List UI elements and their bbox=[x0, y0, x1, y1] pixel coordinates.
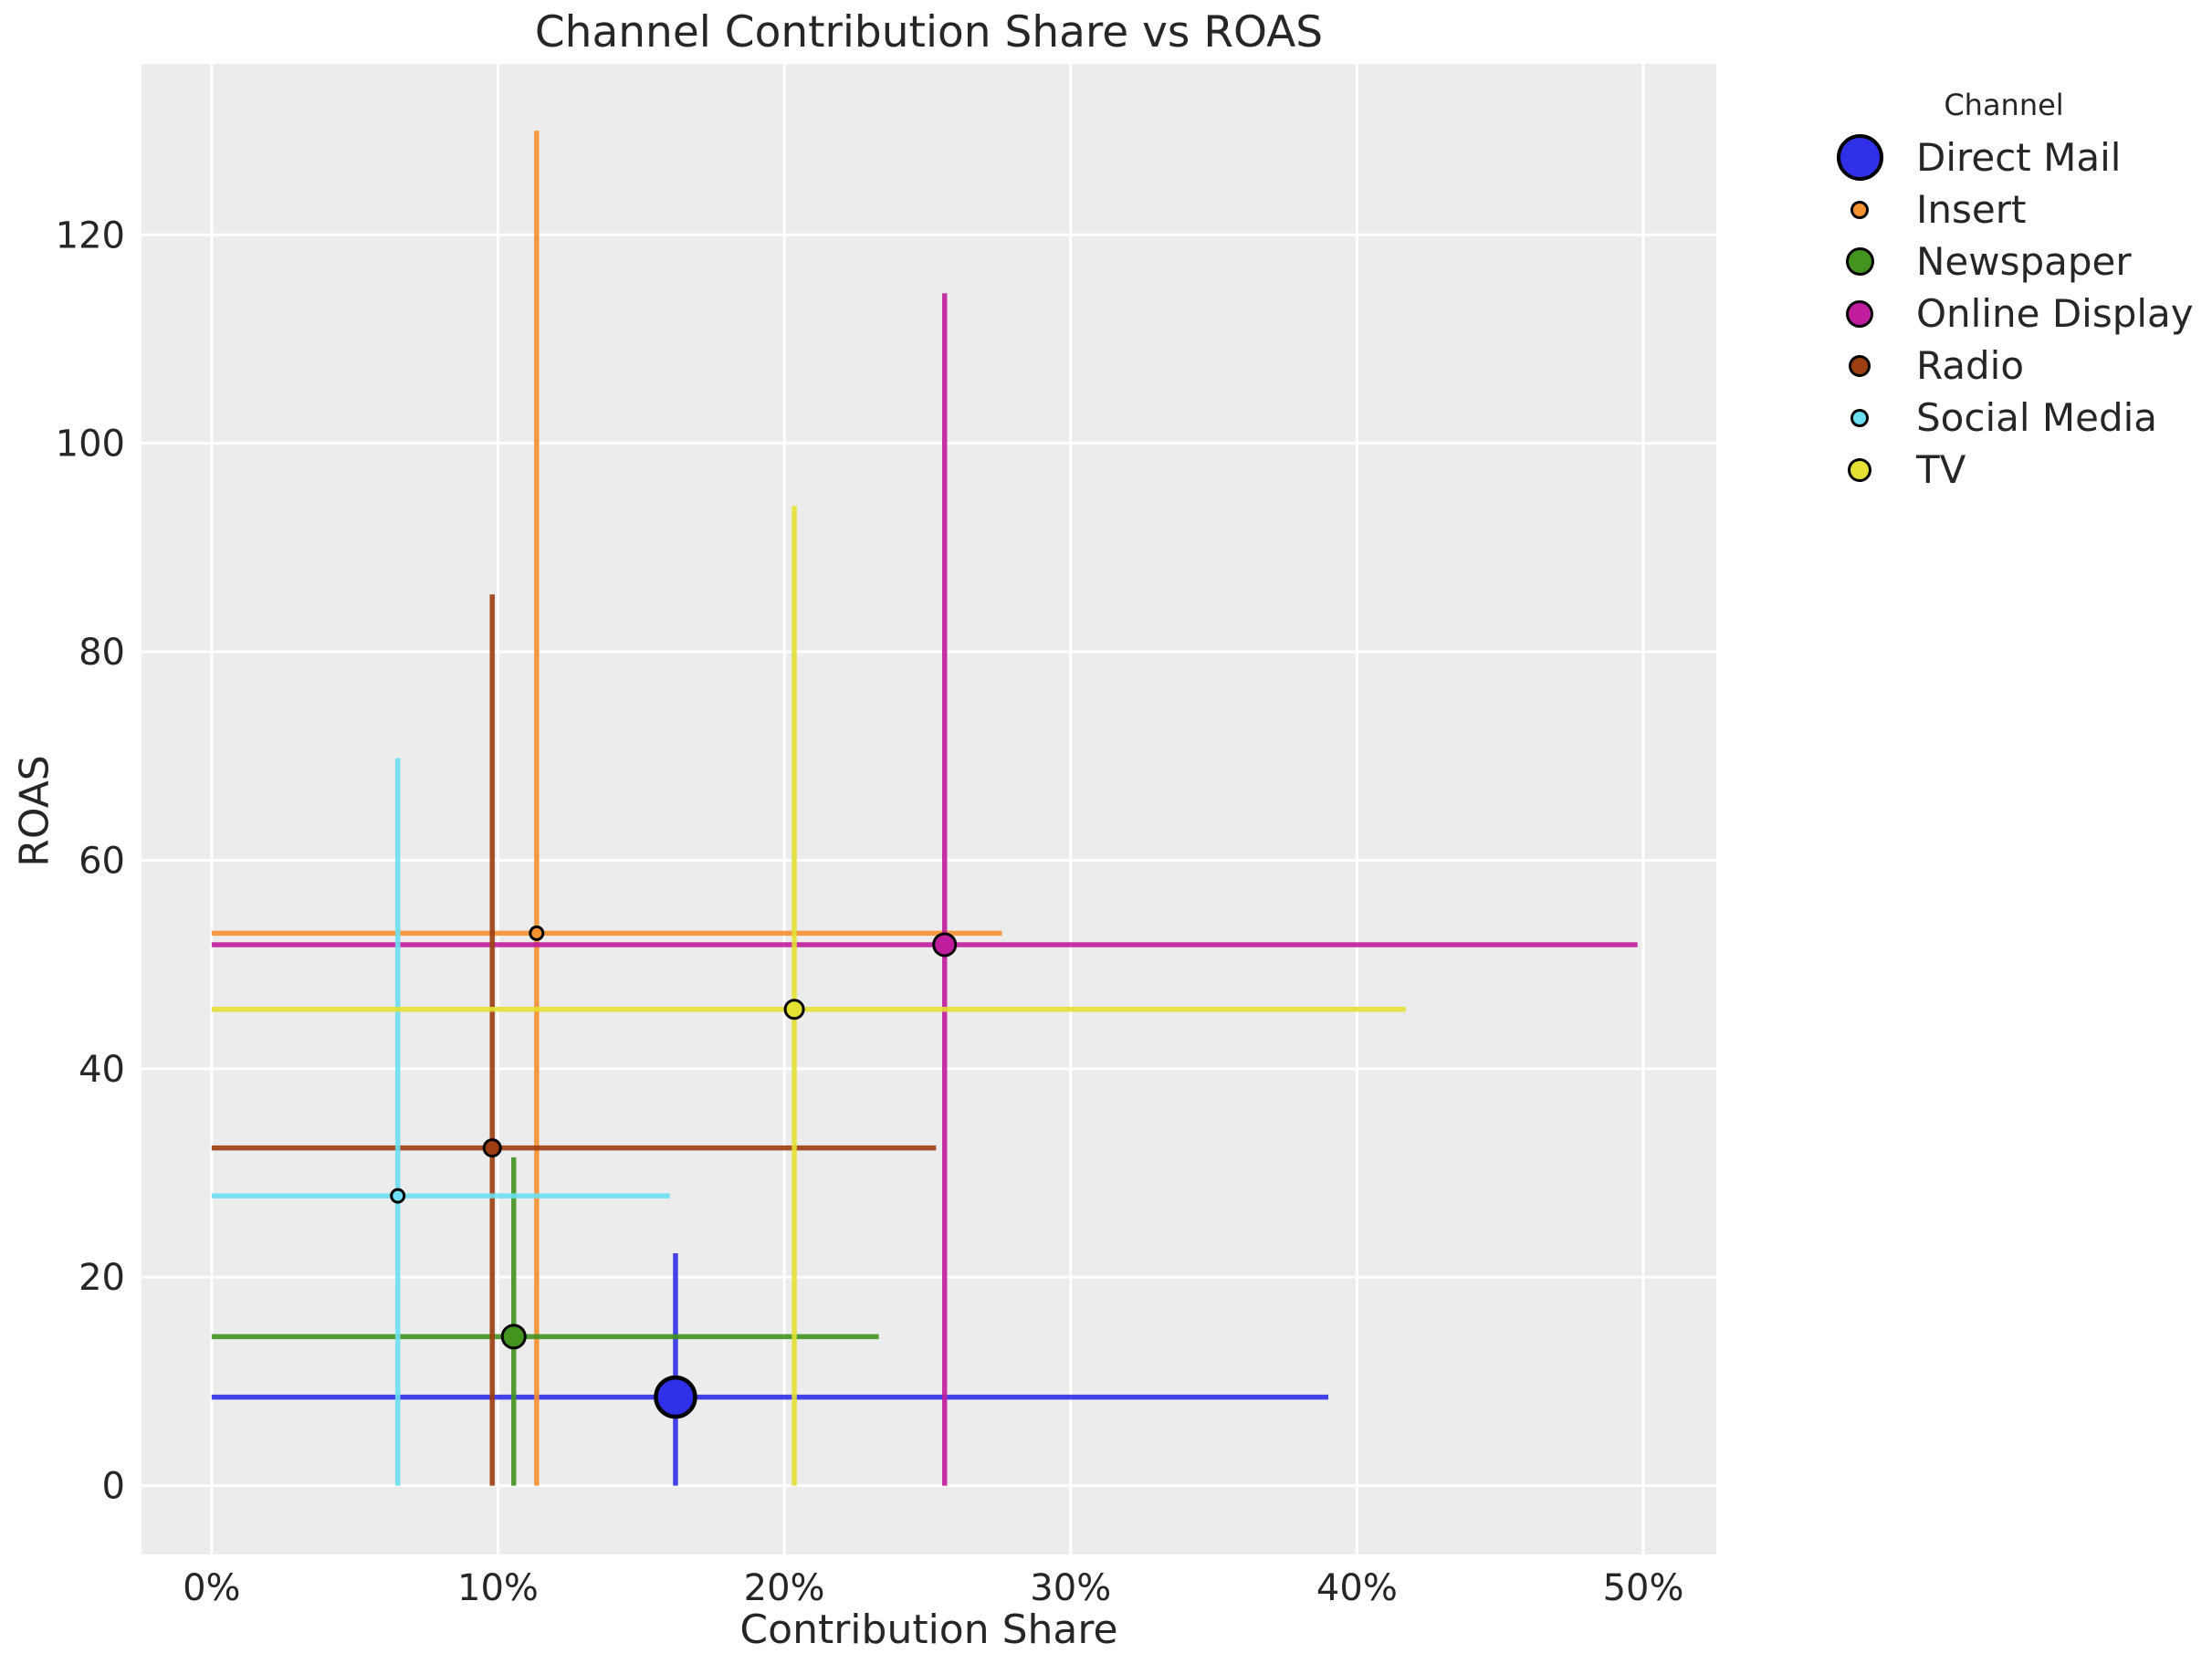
x-tick-label: 20% bbox=[744, 1567, 825, 1609]
legend-swatch-cell bbox=[1803, 200, 1916, 219]
marker-tv bbox=[783, 999, 805, 1020]
y-tick-label: 100 bbox=[56, 424, 125, 466]
marker-newspaper bbox=[500, 1324, 527, 1350]
legend-entry-insert: Insert bbox=[1803, 183, 2205, 235]
legend-entry-direct-mail: Direct Mail bbox=[1803, 131, 2205, 183]
legend-marker-radio bbox=[1849, 354, 1871, 377]
marker-radio bbox=[482, 1138, 502, 1158]
legend-swatch-cell bbox=[1803, 408, 1916, 427]
legend-label-newspaper: Newspaper bbox=[1916, 239, 2132, 284]
legend-label-online-display: Online Display bbox=[1916, 291, 2194, 336]
legend-entries: Direct Mail Insert Newspaper Online Display… bbox=[1803, 131, 2205, 496]
y-tick-label: 80 bbox=[79, 632, 125, 674]
marker-social-media bbox=[390, 1188, 406, 1204]
legend-swatch-cell bbox=[1803, 134, 1916, 181]
y-axis-label: ROAS bbox=[11, 755, 58, 867]
legend-swatch-cell bbox=[1803, 247, 1916, 276]
y-tick-label: 0 bbox=[102, 1466, 125, 1508]
legend-entry-tv: TV bbox=[1803, 444, 2205, 496]
legend-label-insert: Insert bbox=[1916, 187, 2027, 232]
legend-title: Channel bbox=[1944, 88, 2064, 122]
marker-insert bbox=[529, 925, 545, 941]
marker-online-display bbox=[932, 932, 958, 958]
legend-entry-radio: Radio bbox=[1803, 340, 2205, 392]
x-tick-label: 30% bbox=[1030, 1567, 1111, 1609]
legend-marker-insert bbox=[1850, 200, 1869, 219]
legend-entry-social-media: Social Media bbox=[1803, 392, 2205, 444]
legend-marker-social-media bbox=[1850, 408, 1869, 427]
legend-marker-tv bbox=[1848, 457, 1871, 482]
legend-swatch-cell bbox=[1803, 299, 1916, 328]
x-axis-label: Contribution Share bbox=[739, 1606, 1118, 1653]
legend-marker-online-display bbox=[1846, 299, 1873, 328]
legend-label-tv: TV bbox=[1916, 447, 1966, 492]
legend-swatch-cell bbox=[1803, 354, 1916, 377]
x-tick-label: 10% bbox=[457, 1567, 539, 1609]
legend-entry-online-display: Online Display bbox=[1803, 288, 2205, 340]
legend-label-direct-mail: Direct Mail bbox=[1916, 135, 2122, 180]
x-tick-label: 40% bbox=[1316, 1567, 1398, 1609]
plot-background bbox=[142, 64, 1716, 1554]
legend-marker-direct-mail bbox=[1836, 134, 1883, 181]
y-tick-label: 60 bbox=[79, 840, 125, 882]
y-tick-label: 120 bbox=[56, 215, 125, 256]
legend-swatch-cell bbox=[1803, 457, 1916, 482]
chart-title: Channel Contribution Share vs ROAS bbox=[534, 7, 1324, 58]
x-tick-label: 50% bbox=[1603, 1567, 1684, 1609]
x-tick-label: 0% bbox=[183, 1567, 240, 1609]
legend-label-radio: Radio bbox=[1916, 343, 2025, 388]
legend-marker-newspaper bbox=[1845, 247, 1874, 276]
y-tick-label: 20 bbox=[79, 1257, 125, 1299]
legend: Channel Direct Mail Insert Newspaper Online… bbox=[1803, 88, 2205, 496]
legend-label-social-media: Social Media bbox=[1916, 395, 2158, 440]
marker-direct-mail bbox=[654, 1375, 697, 1419]
y-tick-label: 40 bbox=[79, 1049, 125, 1091]
legend-entry-newspaper: Newspaper bbox=[1803, 235, 2205, 288]
